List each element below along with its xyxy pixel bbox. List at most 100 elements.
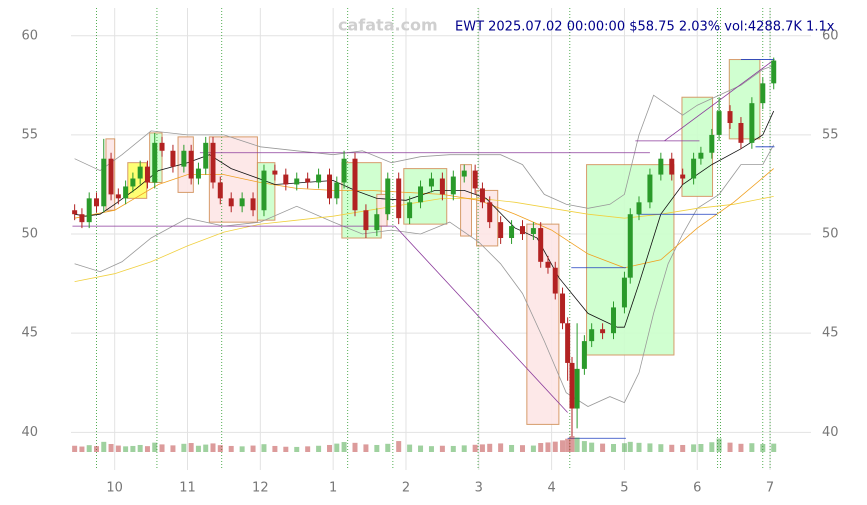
volume-bar [611, 444, 617, 452]
volume-bar [439, 445, 445, 452]
volume-bar [647, 443, 653, 452]
volume-bar [217, 445, 223, 452]
volume-bar [352, 442, 358, 452]
candle-body [86, 198, 92, 223]
volume-bar [79, 446, 85, 452]
candle-body [479, 188, 485, 203]
volume-bar [363, 444, 369, 452]
volume-bar [101, 441, 107, 452]
candle-body [581, 341, 587, 369]
candle-body [565, 323, 571, 363]
candle-body [327, 174, 333, 199]
y-tick-label-right: 50 [822, 227, 839, 242]
volume-bar [170, 445, 176, 452]
volume-bar [407, 444, 413, 452]
volume-bar [487, 443, 493, 452]
volume-bar [374, 444, 380, 452]
candle-body [461, 170, 467, 177]
volume-bar [498, 443, 504, 452]
volume-bar [283, 446, 289, 452]
candle-body [108, 158, 114, 195]
candle-body [181, 150, 187, 167]
volume-bar [461, 445, 467, 452]
candle-body [316, 174, 322, 183]
candle-body [698, 152, 704, 159]
candle-body [545, 261, 551, 268]
x-tick-label: 12 [252, 481, 269, 496]
volume-bar [334, 443, 340, 452]
candle-body [669, 158, 675, 175]
volume-bar [203, 444, 209, 452]
candle-body [738, 123, 744, 143]
volume-bar [600, 443, 606, 452]
candle-body [374, 214, 380, 231]
x-tick-label: 3 [475, 481, 483, 496]
volume-bar [396, 441, 402, 452]
volume-bar [569, 436, 575, 452]
candle-body [159, 142, 165, 151]
volume-bar [428, 446, 434, 452]
volume-bar [552, 441, 558, 452]
volume-bar [621, 443, 627, 452]
candle-body [621, 277, 627, 308]
volume-bar [385, 443, 391, 452]
candle-body [627, 214, 633, 278]
overlay-line [74, 65, 774, 209]
y-tick-label: 60 [21, 28, 38, 43]
x-tick-label: 2 [402, 481, 410, 496]
volume-bar [658, 444, 664, 452]
candle-body [195, 168, 201, 179]
candle-body [72, 210, 78, 215]
candle-body [385, 178, 391, 215]
volume-bar [418, 445, 424, 452]
volume-bar [261, 444, 267, 452]
candle-body [589, 329, 595, 342]
candle-body [574, 368, 580, 409]
candle-body [396, 178, 402, 219]
candle-body [115, 194, 121, 199]
candle-body [472, 170, 478, 189]
volume-bar [250, 445, 256, 452]
candle-body [334, 182, 340, 199]
zone-box [460, 164, 473, 237]
candle-body [352, 158, 358, 211]
x-tick-label: 1 [329, 481, 337, 496]
candle-body [239, 198, 245, 207]
y-tick-label-right: 40 [822, 425, 839, 440]
volume-bar [636, 442, 642, 452]
volume-bar [341, 442, 347, 452]
volume-bar [72, 445, 78, 452]
zone-box [208, 136, 258, 223]
volume-bar [239, 446, 245, 452]
volume-bar [472, 444, 478, 452]
watermark: cafata.com [338, 16, 438, 35]
volume-bar [716, 438, 722, 452]
volume-bar [581, 441, 587, 452]
volume-bar [530, 445, 536, 452]
candle-body [709, 134, 715, 153]
volume-bar [86, 445, 92, 452]
y-tick-label: 50 [21, 227, 38, 242]
volume-bar [738, 443, 744, 452]
level-line [394, 225, 568, 413]
volume-bar [627, 441, 633, 452]
chart-title: EWT 2025.07.02 00:00:00 $58.75 2.03% vol… [455, 20, 835, 35]
candle-body [691, 158, 697, 179]
candle-body [144, 166, 150, 183]
volume-bar [159, 444, 165, 452]
candle-body [560, 293, 566, 324]
volume-bar [152, 442, 158, 452]
volume-bar [574, 437, 580, 452]
candle-body [341, 158, 347, 183]
volume-bar [560, 440, 566, 452]
candle-body [217, 182, 223, 199]
candle-body [152, 142, 158, 183]
y-tick-label: 45 [21, 326, 38, 341]
candle-body [439, 178, 445, 195]
candle-body [760, 83, 766, 104]
volume-bar [749, 443, 755, 452]
volume-bar [181, 443, 187, 452]
candle-body [130, 178, 136, 187]
candle-body [407, 202, 413, 219]
